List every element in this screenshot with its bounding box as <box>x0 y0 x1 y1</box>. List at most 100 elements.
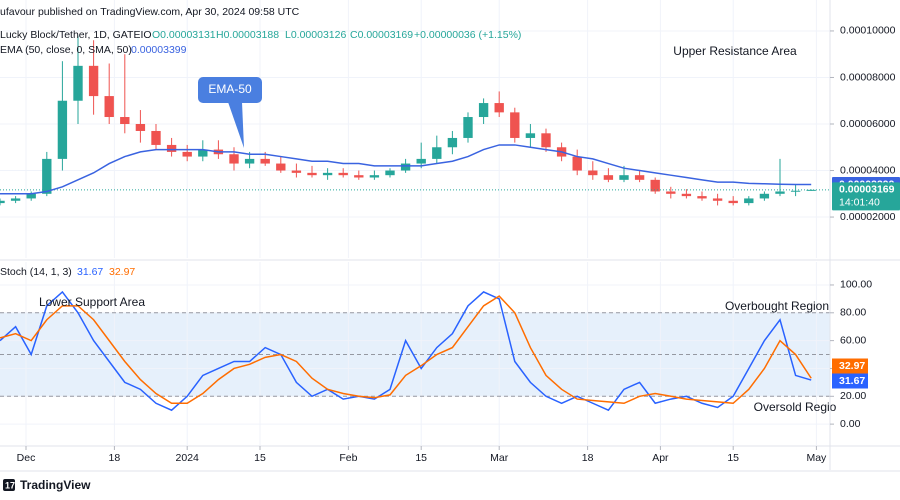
candle-body <box>494 103 504 113</box>
candle-body <box>42 158 52 194</box>
legend-value: 31.67 <box>77 266 103 278</box>
candle-body <box>276 163 286 171</box>
stoch-pane <box>0 262 830 445</box>
candle-body <box>198 149 208 157</box>
candle-body <box>120 117 130 124</box>
y-tick-label: 0.00002000 <box>840 211 896 223</box>
ohlc-label: C0.00003169 <box>350 29 413 41</box>
y-tick-label: 100.00 <box>840 279 872 291</box>
brand-name: TradingView <box>20 478 91 492</box>
publisher: ufavour published on TradingView.com, Ap… <box>0 6 300 18</box>
overlay: Upper Resistance Area EMA-50 Lower Support… <box>39 44 837 414</box>
countdown-label: 14:01:40 <box>839 197 880 209</box>
candle-body <box>104 96 114 118</box>
candle-body <box>510 112 520 138</box>
x-tick-label: 2024 <box>176 452 200 464</box>
ohlc-label: +0.00000036 (+1.15%) <box>414 29 521 41</box>
value-label: 32.97 <box>839 360 865 372</box>
callout-text: EMA-50 <box>208 82 252 96</box>
legend-name: EMA (50, close, 0, SMA, 50) <box>0 44 132 56</box>
annotation: Overbought Region <box>725 299 829 313</box>
candle-body <box>307 172 317 176</box>
candle-body <box>0 200 5 204</box>
candle-body <box>603 175 614 180</box>
ohlc-label: H0.00003188 <box>216 29 279 41</box>
candle-body <box>291 170 302 173</box>
candle-body <box>416 158 426 164</box>
series-line <box>0 290 812 412</box>
candle-body <box>697 196 707 199</box>
x-tick-label: 15 <box>727 452 739 464</box>
candle-body <box>588 170 598 176</box>
candle-body <box>790 190 801 192</box>
candle-body <box>806 189 816 191</box>
legend-value: 32.97 <box>109 266 135 278</box>
candle-body <box>478 103 489 118</box>
candle-body <box>57 100 68 159</box>
candle-body <box>619 175 629 180</box>
x-tick-label: May <box>806 452 827 464</box>
x-tick-label: Feb <box>339 452 357 464</box>
candle-body <box>369 175 380 178</box>
value-label: 31.67 <box>839 375 865 387</box>
symbol-title: Lucky Block/Tether, 1D, GATEIO <box>0 29 152 41</box>
candle-body <box>572 156 582 171</box>
candle-body <box>634 175 645 180</box>
y-tick-label: 0.00006000 <box>840 118 896 130</box>
y-tick-label: 20.00 <box>840 390 866 402</box>
candle-body <box>541 133 551 148</box>
legend-value: 0.00003399 <box>131 44 187 56</box>
series-line <box>0 295 812 405</box>
x-tick-label: Apr <box>652 452 669 464</box>
candle-body <box>712 198 723 201</box>
value-label-box <box>832 373 868 389</box>
candle-body <box>650 179 660 192</box>
candle-body <box>666 191 676 194</box>
y-tick-label: 60.00 <box>840 334 866 346</box>
annotation: Lower Support Area <box>39 295 145 309</box>
annotation: Upper Resistance Area <box>673 44 797 58</box>
x-tick-label: Dec <box>17 452 36 464</box>
annotation: Oversold Regio <box>754 400 837 414</box>
x-tick-label: 18 <box>582 452 594 464</box>
y-tick-label: 80.00 <box>840 307 866 319</box>
candle-body <box>88 65 99 97</box>
candle-body <box>322 172 333 176</box>
ohlc-label: L0.00003126 <box>285 29 346 41</box>
candle-body <box>26 193 36 199</box>
candle-body <box>775 191 785 194</box>
ohlc-label: O0.00003131 <box>152 29 216 41</box>
price-pane <box>0 0 830 258</box>
price-label: 0.00003169 <box>839 184 895 196</box>
callout-box <box>198 77 262 103</box>
series-line <box>0 144 812 195</box>
candle-body <box>260 158 270 164</box>
candle-body <box>338 172 348 176</box>
brand-logo: 17 <box>3 479 15 491</box>
candle-body <box>73 65 83 101</box>
candle-body <box>182 151 192 157</box>
price-label-box <box>832 182 900 211</box>
candle-body <box>681 193 692 197</box>
candle-body <box>744 198 754 204</box>
logo-icon <box>3 479 15 491</box>
logo-mark: 17 <box>5 480 15 490</box>
x-tick-label: 18 <box>109 452 121 464</box>
candle-body <box>400 163 411 171</box>
value-label-box <box>832 358 868 374</box>
candle-body <box>525 133 536 138</box>
x-tick-label: 15 <box>415 452 427 464</box>
y-tick-label: 0.00004000 <box>840 164 896 176</box>
candle-body <box>759 193 770 199</box>
candle-body <box>151 130 161 145</box>
candle-body <box>728 200 738 204</box>
candle-body <box>447 137 458 148</box>
callout-arrow <box>228 102 244 148</box>
candle-body <box>463 117 473 138</box>
indicator-title: Stoch (14, 1, 3) <box>0 266 72 278</box>
candle-body <box>385 170 395 176</box>
candle-body <box>244 158 255 164</box>
candle-body <box>229 154 239 164</box>
